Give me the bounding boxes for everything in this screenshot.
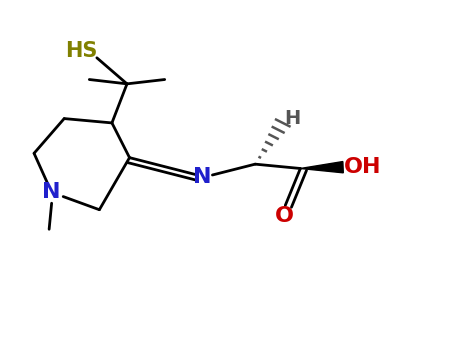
Text: N: N bbox=[42, 182, 61, 202]
Text: O: O bbox=[275, 206, 294, 226]
Polygon shape bbox=[300, 162, 344, 173]
Text: OH: OH bbox=[344, 157, 381, 177]
Text: N: N bbox=[193, 167, 212, 187]
Text: H: H bbox=[285, 109, 301, 128]
Text: HS: HS bbox=[66, 41, 98, 61]
